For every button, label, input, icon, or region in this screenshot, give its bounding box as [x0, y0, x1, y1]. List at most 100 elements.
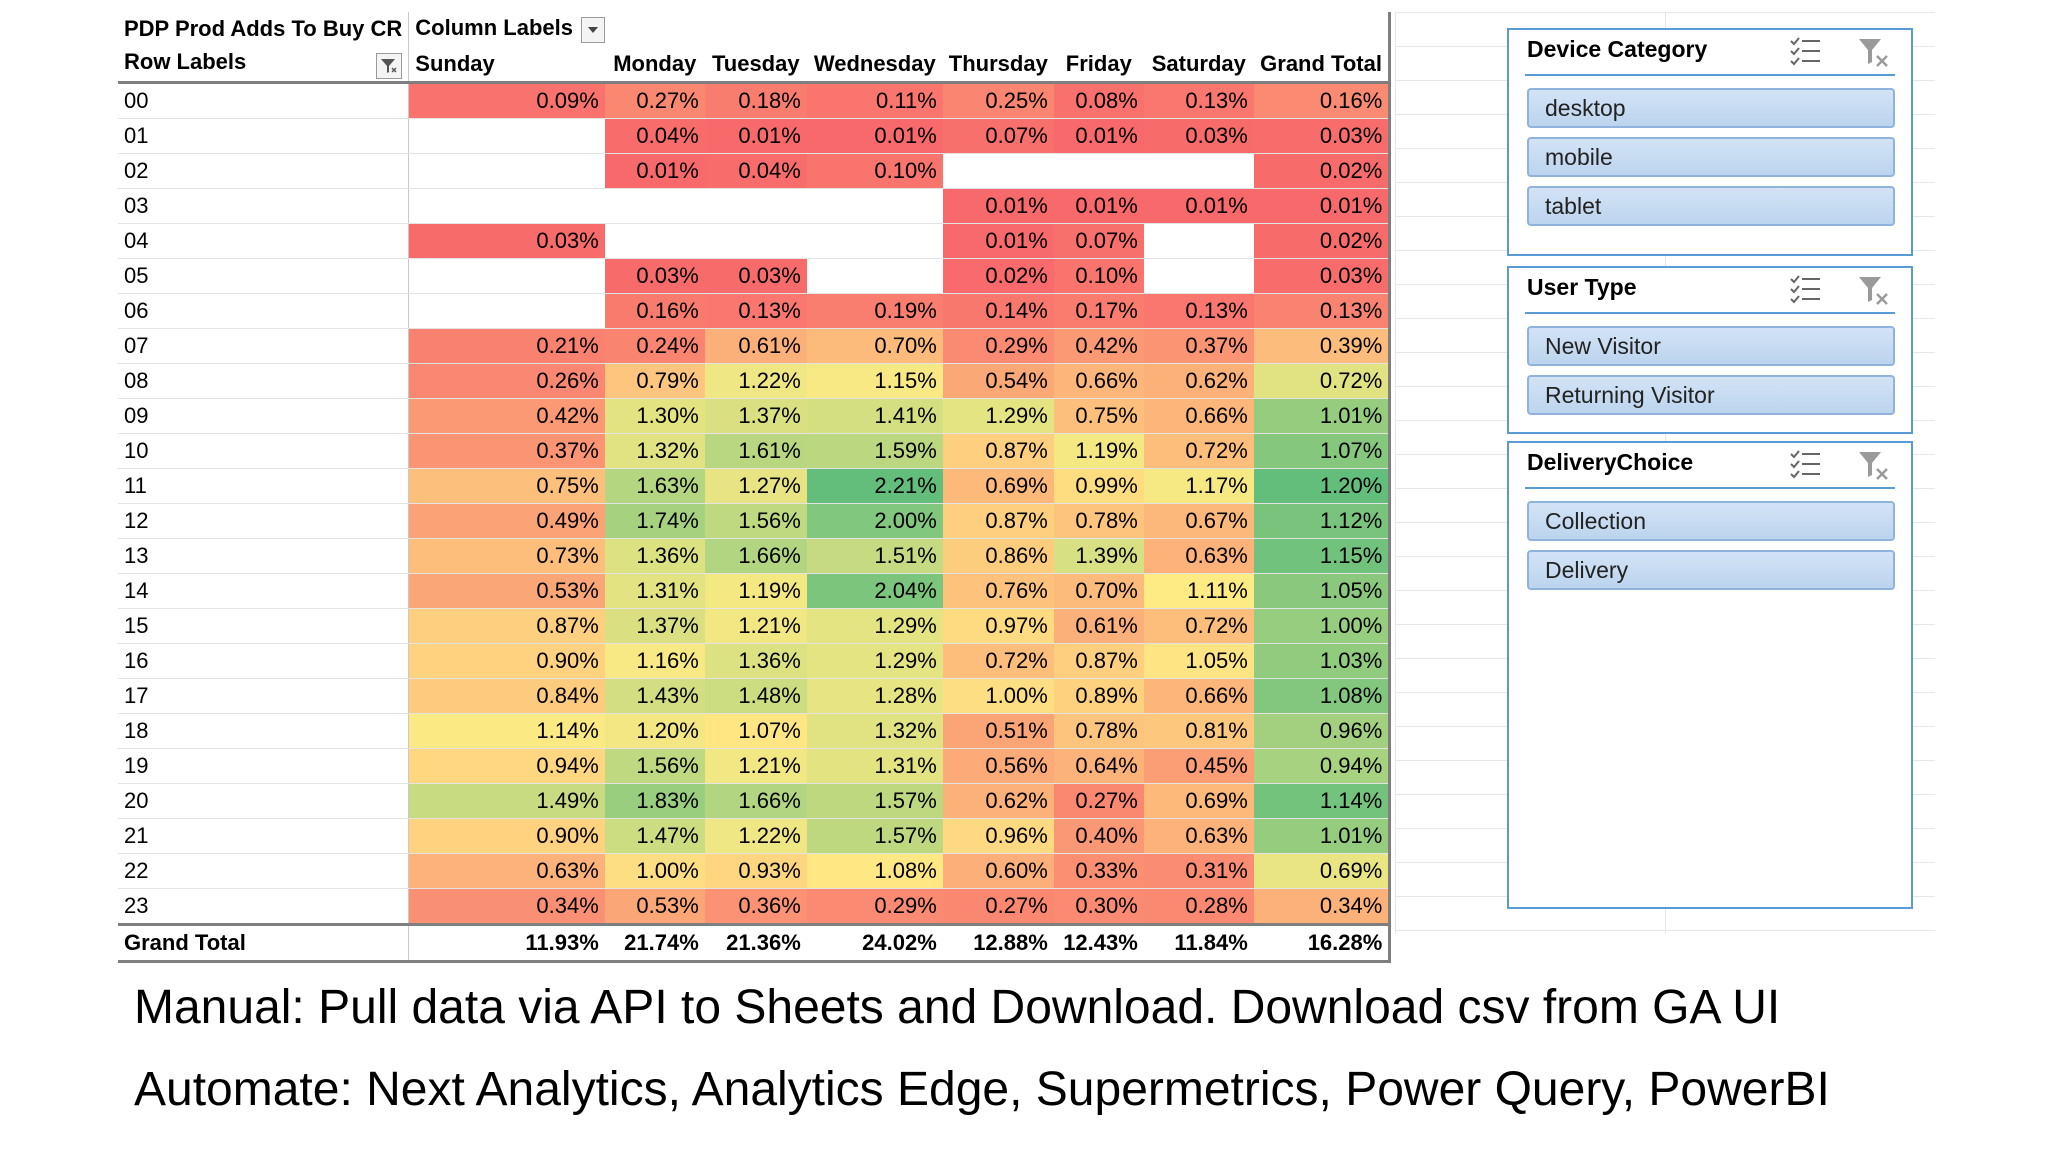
table-cell[interactable]: 1.61%	[704, 433, 807, 469]
row-label[interactable]: 13	[118, 538, 410, 574]
table-cell[interactable]: 0.13%	[1253, 293, 1392, 329]
table-cell[interactable]: 0.03%	[1253, 258, 1392, 294]
table-cell[interactable]: 0.64%	[1053, 748, 1144, 784]
table-cell[interactable]: 0.63%	[1143, 818, 1254, 854]
grand-total-cell[interactable]: 16.28%	[1253, 923, 1392, 963]
table-cell[interactable]: 1.00%	[1253, 608, 1392, 644]
table-cell[interactable]: 0.27%	[942, 888, 1054, 925]
row-label[interactable]: 05	[118, 258, 410, 294]
table-cell[interactable]	[806, 258, 943, 294]
table-cell[interactable]: 0.76%	[942, 573, 1054, 609]
table-cell[interactable]: 1.63%	[604, 468, 705, 504]
table-cell[interactable]	[704, 223, 807, 259]
row-label[interactable]: 09	[118, 398, 410, 434]
table-cell[interactable]: 0.34%	[1253, 888, 1392, 925]
table-cell[interactable]	[1053, 153, 1144, 189]
row-label[interactable]: 22	[118, 853, 410, 889]
table-cell[interactable]: 0.01%	[704, 118, 807, 154]
grand-total-cell[interactable]: 11.93%	[408, 923, 605, 963]
table-cell[interactable]: 0.53%	[604, 888, 705, 925]
table-cell[interactable]: 0.75%	[1053, 398, 1144, 434]
table-cell[interactable]: 0.37%	[1143, 328, 1254, 364]
row-label[interactable]: 11	[118, 468, 410, 504]
table-cell[interactable]: 0.51%	[942, 713, 1054, 749]
row-label[interactable]: 14	[118, 573, 410, 609]
table-cell[interactable]: 0.63%	[408, 853, 605, 889]
table-cell[interactable]: 0.66%	[1143, 398, 1254, 434]
table-cell[interactable]: 0.01%	[604, 153, 705, 189]
table-cell[interactable]: 0.01%	[1143, 188, 1254, 224]
slicer-item-tablet[interactable]: tablet	[1527, 186, 1895, 226]
grand-total-cell[interactable]: 21.36%	[704, 923, 807, 963]
table-cell[interactable]	[1143, 223, 1254, 259]
table-cell[interactable]: 1.41%	[806, 398, 943, 434]
table-cell[interactable]: 0.72%	[1253, 363, 1392, 399]
table-cell[interactable]: 0.94%	[1253, 748, 1392, 784]
slicer-item-new-visitor[interactable]: New Visitor	[1527, 326, 1895, 366]
grand-total-cell[interactable]: 24.02%	[806, 923, 943, 963]
table-cell[interactable]: 0.61%	[704, 328, 807, 364]
slicer-item-delivery[interactable]: Delivery	[1527, 550, 1895, 590]
table-cell[interactable]: 0.89%	[1053, 678, 1144, 714]
multi-select-icon[interactable]	[1789, 274, 1823, 311]
table-cell[interactable]: 0.87%	[942, 433, 1054, 469]
table-cell[interactable]: 0.25%	[942, 82, 1054, 119]
column-header-wednesday[interactable]: Wednesday	[806, 46, 943, 84]
table-cell[interactable]: 1.74%	[604, 503, 705, 539]
table-cell[interactable]: 1.14%	[408, 713, 605, 749]
column-header-saturday[interactable]: Saturday	[1143, 46, 1254, 84]
table-cell[interactable]: 1.29%	[806, 643, 943, 679]
table-cell[interactable]: 0.69%	[1143, 783, 1254, 819]
table-cell[interactable]: 0.87%	[1053, 643, 1144, 679]
row-label[interactable]: 17	[118, 678, 410, 714]
table-cell[interactable]: 0.01%	[942, 188, 1054, 224]
grand-total-cell[interactable]: 12.88%	[942, 923, 1054, 963]
table-cell[interactable]: 0.29%	[806, 888, 943, 925]
table-cell[interactable]: 0.24%	[604, 328, 705, 364]
table-cell[interactable]: 1.01%	[1253, 398, 1392, 434]
table-cell[interactable]: 0.70%	[806, 328, 943, 364]
pivot-value-field[interactable]: PDP Prod Adds To Buy CR	[118, 12, 410, 47]
row-label[interactable]: 15	[118, 608, 410, 644]
table-cell[interactable]: 0.01%	[1253, 188, 1392, 224]
table-cell[interactable]: 1.29%	[806, 608, 943, 644]
multi-select-icon[interactable]	[1789, 449, 1823, 486]
table-cell[interactable]: 0.27%	[1053, 783, 1144, 819]
table-cell[interactable]: 0.07%	[1053, 223, 1144, 259]
table-cell[interactable]: 0.37%	[408, 433, 605, 469]
table-cell[interactable]: 0.01%	[1053, 188, 1144, 224]
table-cell[interactable]: 0.01%	[1053, 118, 1144, 154]
table-cell[interactable]: 0.21%	[408, 328, 605, 364]
table-cell[interactable]: 0.90%	[408, 818, 605, 854]
table-cell[interactable]: 0.04%	[604, 118, 705, 154]
table-cell[interactable]: 1.39%	[1053, 538, 1144, 574]
table-cell[interactable]: 0.10%	[806, 153, 943, 189]
table-cell[interactable]: 1.59%	[806, 433, 943, 469]
table-cell[interactable]: 0.69%	[942, 468, 1054, 504]
table-cell[interactable]	[1143, 153, 1254, 189]
table-cell[interactable]	[604, 188, 705, 224]
table-cell[interactable]	[704, 188, 807, 224]
grand-total-cell[interactable]: 11.84%	[1143, 923, 1254, 963]
table-cell[interactable]: 0.84%	[408, 678, 605, 714]
table-cell[interactable]: 0.94%	[408, 748, 605, 784]
table-cell[interactable]	[942, 153, 1054, 189]
table-cell[interactable]: 1.66%	[704, 538, 807, 574]
table-cell[interactable]: 0.87%	[942, 503, 1054, 539]
table-cell[interactable]: 0.13%	[704, 293, 807, 329]
table-cell[interactable]: 0.87%	[408, 608, 605, 644]
table-cell[interactable]: 0.90%	[408, 643, 605, 679]
table-cell[interactable]: 0.02%	[1253, 223, 1392, 259]
row-label[interactable]: 04	[118, 223, 410, 259]
table-cell[interactable]: 0.72%	[1143, 608, 1254, 644]
table-cell[interactable]: 0.09%	[408, 82, 605, 119]
slicer-item-returning-visitor[interactable]: Returning Visitor	[1527, 375, 1895, 415]
row-label[interactable]: 21	[118, 818, 410, 854]
table-cell[interactable]: 0.36%	[704, 888, 807, 925]
table-cell[interactable]: 1.15%	[1253, 538, 1392, 574]
table-cell[interactable]: 0.10%	[1053, 258, 1144, 294]
row-filter-icon[interactable]	[376, 53, 403, 79]
table-cell[interactable]: 0.03%	[704, 258, 807, 294]
table-cell[interactable]: 1.15%	[806, 363, 943, 399]
table-cell[interactable]: 0.79%	[604, 363, 705, 399]
